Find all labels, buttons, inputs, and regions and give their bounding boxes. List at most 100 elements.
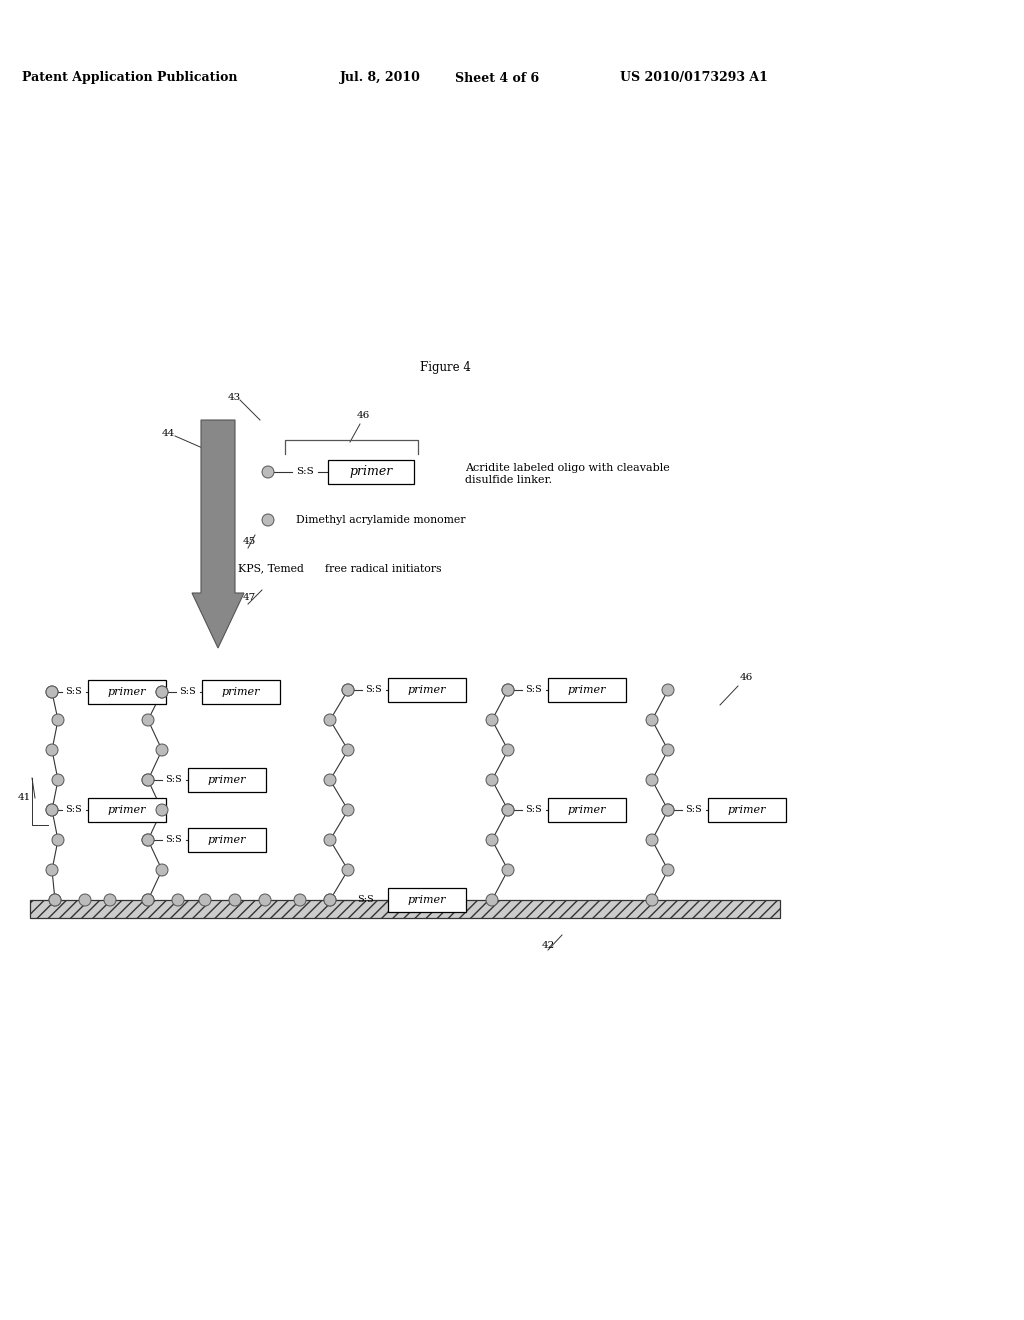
Circle shape: [502, 684, 514, 696]
Circle shape: [142, 834, 154, 846]
Circle shape: [104, 894, 116, 906]
Text: S:S: S:S: [166, 776, 182, 784]
Circle shape: [46, 865, 58, 876]
Circle shape: [142, 834, 154, 846]
Circle shape: [156, 804, 168, 816]
Bar: [708, 799, 786, 822]
Circle shape: [486, 774, 498, 785]
Circle shape: [156, 686, 168, 698]
Text: S:S: S:S: [525, 685, 543, 694]
Circle shape: [502, 865, 514, 876]
Bar: [188, 828, 266, 851]
Bar: [388, 888, 466, 912]
Circle shape: [662, 804, 674, 816]
Circle shape: [646, 894, 658, 906]
Circle shape: [46, 804, 58, 816]
Text: Sheet 4 of 6: Sheet 4 of 6: [455, 71, 539, 84]
Circle shape: [342, 865, 354, 876]
Text: 42: 42: [542, 940, 555, 949]
Circle shape: [342, 684, 354, 696]
Bar: [188, 768, 266, 792]
Circle shape: [142, 774, 154, 785]
Circle shape: [486, 894, 498, 906]
Circle shape: [502, 804, 514, 816]
Circle shape: [46, 686, 58, 698]
Text: US 2010/0173293 A1: US 2010/0173293 A1: [620, 71, 768, 84]
Circle shape: [46, 686, 58, 698]
Circle shape: [172, 894, 184, 906]
Circle shape: [502, 744, 514, 756]
Circle shape: [49, 894, 61, 906]
Text: primer: primer: [208, 775, 246, 785]
Circle shape: [142, 894, 154, 906]
Text: 41: 41: [18, 793, 32, 803]
Circle shape: [199, 894, 211, 906]
Text: 46: 46: [740, 673, 754, 682]
Text: primer: primer: [222, 686, 260, 697]
Text: S:S: S:S: [686, 805, 702, 814]
Circle shape: [142, 894, 154, 906]
Text: 47: 47: [243, 594, 256, 602]
Text: primer: primer: [108, 805, 146, 814]
Circle shape: [262, 513, 274, 525]
Circle shape: [662, 684, 674, 696]
Text: S:S: S:S: [525, 805, 543, 814]
Circle shape: [142, 714, 154, 726]
Circle shape: [156, 744, 168, 756]
Text: Acridite labeled oligo with cleavable
disulfide linker.: Acridite labeled oligo with cleavable di…: [465, 463, 670, 484]
Circle shape: [142, 774, 154, 785]
Circle shape: [646, 834, 658, 846]
Bar: [328, 459, 414, 484]
Circle shape: [46, 744, 58, 756]
Bar: [88, 680, 166, 704]
Text: primer: primer: [349, 466, 392, 479]
Circle shape: [324, 774, 336, 785]
Circle shape: [324, 894, 336, 906]
Circle shape: [324, 894, 336, 906]
Circle shape: [229, 894, 241, 906]
Text: S:S: S:S: [166, 836, 182, 845]
Circle shape: [262, 466, 274, 478]
Circle shape: [324, 834, 336, 846]
Bar: [202, 680, 280, 704]
Circle shape: [52, 774, 63, 785]
Circle shape: [486, 834, 498, 846]
Circle shape: [156, 686, 168, 698]
Circle shape: [49, 894, 61, 906]
Circle shape: [646, 714, 658, 726]
Circle shape: [486, 714, 498, 726]
Text: S:S: S:S: [366, 685, 382, 694]
Circle shape: [662, 865, 674, 876]
Text: S:S: S:S: [296, 467, 314, 477]
Text: primer: primer: [208, 836, 246, 845]
Circle shape: [342, 744, 354, 756]
Bar: [30, 900, 780, 917]
Circle shape: [52, 834, 63, 846]
Text: primer: primer: [408, 895, 446, 906]
Text: 46: 46: [357, 412, 371, 421]
Text: primer: primer: [728, 805, 766, 814]
Text: primer: primer: [567, 805, 606, 814]
Text: 43: 43: [228, 392, 242, 401]
Text: S:S: S:S: [356, 895, 374, 904]
Circle shape: [502, 684, 514, 696]
Text: Jul. 8, 2010: Jul. 8, 2010: [340, 71, 421, 84]
Bar: [388, 678, 466, 702]
Text: Figure 4: Figure 4: [420, 362, 471, 375]
Circle shape: [662, 804, 674, 816]
Circle shape: [646, 774, 658, 785]
Circle shape: [294, 894, 306, 906]
Circle shape: [259, 894, 271, 906]
Text: S:S: S:S: [66, 688, 82, 697]
Bar: [548, 799, 626, 822]
Bar: [548, 678, 626, 702]
Text: primer: primer: [567, 685, 606, 696]
Text: Patent Application Publication: Patent Application Publication: [22, 71, 238, 84]
Circle shape: [662, 744, 674, 756]
Text: 45: 45: [243, 537, 256, 546]
Circle shape: [79, 894, 91, 906]
Circle shape: [46, 804, 58, 816]
Text: primer: primer: [408, 685, 446, 696]
Text: S:S: S:S: [179, 688, 197, 697]
Text: primer: primer: [108, 686, 146, 697]
